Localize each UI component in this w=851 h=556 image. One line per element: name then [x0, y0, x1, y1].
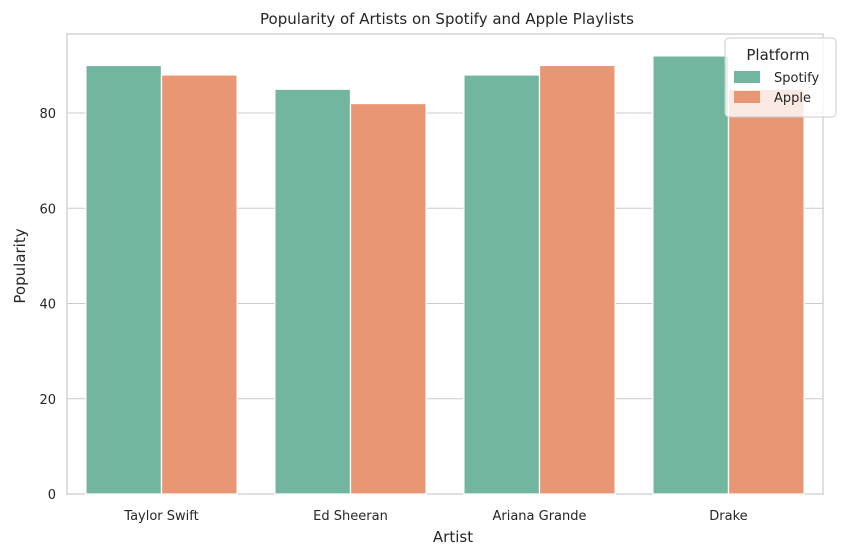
bar-spotify-taylor-swift: [85, 64, 163, 495]
y-tick-label: 80: [39, 107, 56, 122]
bar-apple-drake: [727, 88, 805, 495]
bar-apple-ariana-grande: [538, 64, 616, 495]
y-tick-label: 60: [39, 202, 56, 217]
y-tick-label: 40: [39, 298, 56, 313]
legend-label-apple: Apple: [774, 91, 811, 106]
legend-title: Platform: [746, 46, 809, 64]
legend-items: Spotify Apple: [734, 71, 820, 106]
bars: [85, 55, 805, 495]
x-tick-label: Ariana Grande: [492, 509, 586, 524]
x-axis-ticks: Taylor Swift Ed Sheeran Ariana Grande Drake: [123, 509, 747, 524]
y-tick-label: 0: [48, 488, 56, 503]
x-tick-label: Ed Sheeran: [313, 509, 388, 524]
plot-frame: [66, 33, 824, 495]
legend-swatch-apple: [734, 91, 760, 103]
x-tick-label: Drake: [709, 509, 747, 524]
y-axis-ticks: 0 20 40 60 80: [39, 107, 56, 503]
legend-label-spotify: Spotify: [774, 71, 820, 86]
x-axis-title: Artist: [433, 528, 473, 546]
y-tick-label: 20: [39, 393, 56, 408]
bar-spotify-ariana-grande: [463, 74, 541, 495]
chart-title: Popularity of Artists on Spotify and App…: [260, 10, 634, 28]
legend: Platform Spotify Apple: [724, 37, 837, 118]
bar-apple-ed-sheeran: [349, 102, 427, 495]
bar-spotify-drake: [652, 55, 730, 495]
x-tick-label: Taylor Swift: [123, 509, 198, 524]
bar-spotify-ed-sheeran: [274, 88, 352, 495]
y-axis-title: Popularity: [11, 228, 29, 303]
bar-apple-taylor-swift: [160, 74, 238, 495]
legend-swatch-spotify: [734, 71, 760, 83]
